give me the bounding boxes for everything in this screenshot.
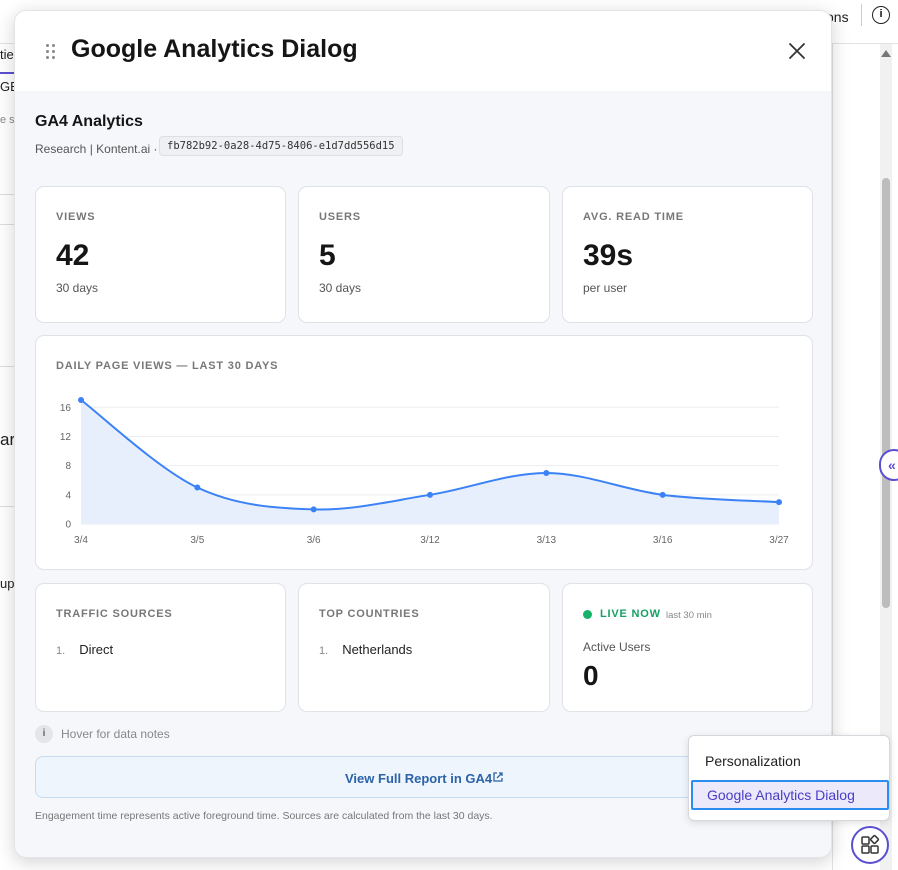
live-now-card: LIVE NOW last 30 min Active Users 0 [562, 583, 813, 712]
list-rank: 1. [56, 645, 66, 657]
apps-icon [861, 834, 880, 854]
x-tick-label: 3/12 [420, 535, 440, 546]
x-tick-label: 3/27 [769, 535, 789, 546]
left-fragment: e s [0, 114, 14, 126]
left-tab-underline [0, 72, 14, 74]
list-rank: 1. [319, 645, 329, 657]
ga-title: GA4 Analytics [35, 113, 143, 130]
info-icon[interactable]: i [35, 725, 53, 743]
data-point [194, 484, 201, 491]
report-button-label: View Full Report in GA4 [345, 771, 493, 786]
y-tick-label: 12 [60, 432, 72, 443]
traffic-sources-card: TRAFFIC SOURCES 1. Direct [35, 583, 286, 712]
page-views-chart[interactable]: 0 4 8 12 16 3/4 3/5 3/6 3/12 3/13 3/16 3/27 [36, 386, 812, 566]
x-tick-label: 3/5 [190, 535, 204, 546]
close-button[interactable] [785, 39, 809, 63]
extension-menu: Personalization Google Analytics Dialog [688, 735, 890, 821]
stat-card-users: USERS 5 30 days [298, 186, 550, 323]
left-fragment: ar [0, 430, 14, 449]
stat-value: 39s [583, 239, 634, 272]
stat-label: USERS [319, 211, 361, 223]
divider [0, 224, 14, 225]
stat-card-avg-read-time: AVG. READ TIME 39s per user [562, 186, 813, 323]
data-notes-hint[interactable]: Hover for data notes [61, 727, 170, 741]
external-link-icon [493, 772, 503, 782]
list-value: Direct [79, 642, 114, 657]
scroll-up-icon[interactable] [881, 50, 891, 57]
left-fragment: GE [0, 79, 14, 94]
extensions-button[interactable] [851, 826, 889, 864]
y-tick-label: 8 [65, 461, 71, 472]
stat-value: 42 [56, 239, 90, 272]
close-icon [789, 43, 805, 59]
x-tick-label: 3/13 [537, 535, 557, 546]
stat-label: VIEWS [56, 211, 96, 223]
data-point [776, 499, 782, 506]
data-point [659, 491, 666, 498]
x-tick-label: 3/16 [653, 535, 673, 546]
y-tick-label: 0 [65, 520, 71, 531]
stat-value: 5 [319, 239, 336, 272]
live-indicator-dot [583, 610, 592, 619]
stat-label: AVG. READ TIME [583, 211, 684, 223]
menu-item-google-analytics-dialog[interactable]: Google Analytics Dialog [691, 780, 889, 810]
topbar-divider [861, 4, 862, 26]
list-item: 1. Direct [56, 642, 113, 657]
info-icon[interactable]: i [872, 6, 890, 24]
left-fragment[interactable]: tie [0, 47, 14, 62]
footnote: Engagement time represents active foregr… [35, 810, 493, 822]
top-countries-label: TOP COUNTRIES [319, 608, 420, 620]
active-users-value: 0 [583, 660, 599, 691]
live-window: last 30 min [666, 610, 712, 621]
top-countries-card: TOP COUNTRIES 1. Netherlands [298, 583, 550, 712]
chart-title: DAILY PAGE VIEWS — LAST 30 DAYS [56, 360, 279, 372]
left-fragment: up [0, 576, 14, 591]
dialog-title: Google Analytics Dialog [71, 35, 358, 63]
chart-card: DAILY PAGE VIEWS — LAST 30 DAYS 0 4 8 12 16 3… [35, 335, 813, 570]
dialog-header: Google Analytics Dialog [15, 11, 831, 91]
x-tick-label: 3/6 [307, 535, 321, 546]
stat-caption: 30 days [56, 281, 99, 295]
drag-handle-icon[interactable] [46, 44, 56, 60]
data-point [78, 397, 84, 403]
view-full-report-button[interactable]: View Full Report in GA4 [35, 756, 813, 798]
ga-subtitle: Research | Kontent.ai · [35, 142, 158, 156]
data-point [310, 506, 317, 513]
left-panel-fragment: tie GE e s ar up [0, 44, 14, 870]
list-value: Netherlands [342, 642, 413, 657]
chart-area-fill [81, 400, 779, 524]
list-item: 1. Netherlands [319, 642, 412, 657]
divider [0, 506, 14, 507]
divider [0, 366, 14, 367]
y-tick-label: 4 [65, 490, 71, 501]
active-users-label: Active Users [583, 640, 651, 654]
collapse-panel-button[interactable]: « [879, 449, 898, 481]
menu-item-personalization[interactable]: Personalization [705, 753, 801, 769]
traffic-sources-label: TRAFFIC SOURCES [56, 608, 173, 620]
google-analytics-dialog: Google Analytics Dialog GA4 Analytics Re… [14, 10, 832, 858]
stat-caption: 30 days [319, 281, 362, 295]
y-tick-label: 16 [60, 403, 72, 414]
scrollbar-thumb[interactable] [882, 178, 890, 608]
stat-card-views: VIEWS 42 30 days [35, 186, 286, 323]
stat-caption: per user [583, 281, 628, 295]
property-id-badge[interactable]: fb782b92-0a28-4d75-8406-e1d7dd556d15 [159, 136, 403, 156]
data-point [427, 491, 433, 498]
data-point [543, 469, 550, 476]
x-tick-label: 3/4 [74, 535, 88, 546]
divider [0, 194, 14, 195]
live-label: LIVE NOW [600, 608, 661, 620]
